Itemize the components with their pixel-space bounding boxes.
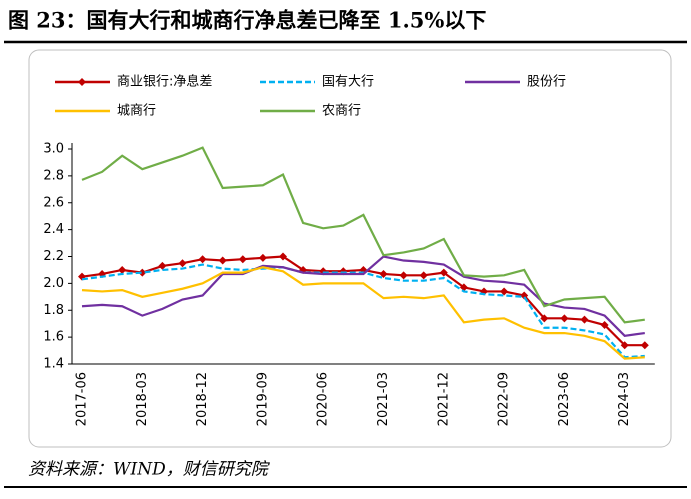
y-tick-label: 1.4 bbox=[43, 357, 64, 372]
y-tick-label: 2.8 bbox=[43, 168, 64, 183]
point bbox=[198, 255, 207, 264]
point bbox=[238, 255, 247, 264]
chart-frame bbox=[28, 49, 672, 448]
point bbox=[419, 271, 428, 280]
x-tick-label: 2022-09 bbox=[497, 372, 512, 426]
y-tick-label: 2.6 bbox=[43, 195, 64, 210]
point bbox=[279, 252, 287, 261]
x-tick-label: 2017-06 bbox=[75, 372, 90, 426]
point bbox=[620, 341, 629, 350]
x-tick-label: 2021-03 bbox=[376, 372, 391, 426]
point bbox=[399, 271, 408, 280]
legend-label: 农商行 bbox=[322, 104, 361, 119]
legend-label: 国有大行 bbox=[322, 75, 374, 90]
y-tick-label: 1.6 bbox=[43, 330, 64, 345]
x-tick-label: 2018-03 bbox=[135, 372, 150, 426]
y-tick-label: 3.0 bbox=[43, 142, 64, 157]
x-tick-label: 2024-03 bbox=[617, 372, 632, 426]
legend-marker bbox=[78, 78, 86, 86]
point bbox=[258, 253, 267, 262]
point bbox=[118, 265, 127, 274]
point bbox=[178, 259, 187, 268]
series-line bbox=[81, 266, 645, 360]
series-line bbox=[81, 263, 645, 359]
legend-label: 股份行 bbox=[527, 75, 566, 90]
point bbox=[520, 291, 529, 300]
x-tick-label: 2020-06 bbox=[316, 372, 331, 426]
legend-label: 商业银行:净息差 bbox=[117, 74, 212, 90]
x-tick-label: 2023-06 bbox=[557, 372, 572, 426]
point bbox=[158, 261, 167, 270]
x-tick-label: 2021-12 bbox=[436, 372, 451, 426]
point bbox=[600, 321, 609, 330]
legend-label: 城商行 bbox=[117, 104, 156, 119]
y-tick-label: 1.8 bbox=[43, 303, 64, 318]
point bbox=[379, 269, 388, 278]
point bbox=[459, 283, 468, 292]
series-line bbox=[81, 146, 645, 324]
point bbox=[580, 315, 589, 324]
point bbox=[540, 314, 549, 323]
y-tick-label: 2.0 bbox=[43, 276, 64, 291]
title: 图 23：国有大行和城商行净息差已降至 1.5%以下 bbox=[8, 8, 486, 33]
source: 资料来源：WIND，财信研究院 bbox=[28, 460, 271, 480]
point bbox=[439, 268, 448, 277]
x-tick-label: 2019-09 bbox=[255, 372, 270, 426]
y-tick-label: 2.2 bbox=[43, 249, 64, 264]
y-tick-label: 2.4 bbox=[43, 222, 64, 237]
x-tick-label: 2018-12 bbox=[195, 372, 210, 426]
point bbox=[138, 268, 147, 277]
point bbox=[640, 341, 649, 350]
point bbox=[500, 287, 509, 296]
point bbox=[560, 314, 569, 323]
point bbox=[218, 256, 227, 265]
